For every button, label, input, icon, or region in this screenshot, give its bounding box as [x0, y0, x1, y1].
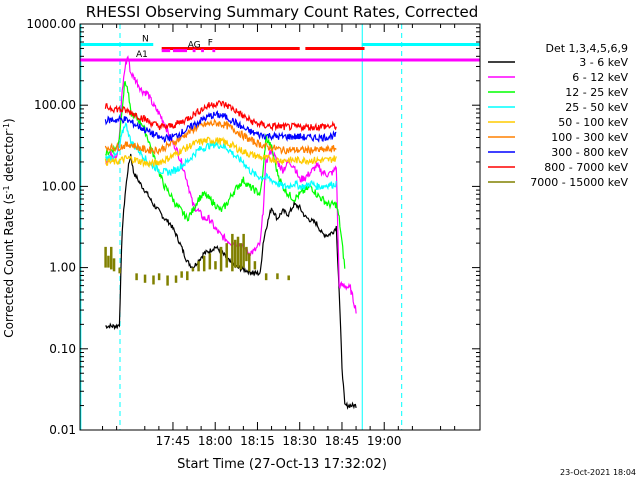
- series-line: [104, 118, 337, 156]
- data-bar: [191, 267, 195, 272]
- data-bar: [253, 261, 257, 270]
- chart-title: RHESSI Observing Summary Count Rates, Co…: [86, 3, 479, 21]
- series-line: [105, 153, 357, 410]
- x-tick-label: 18:30: [282, 434, 317, 448]
- data-bar: [157, 273, 161, 281]
- x-tick-label: 19:00: [367, 434, 402, 448]
- data-bar: [180, 271, 183, 278]
- legend-title: Det 1,3,4,5,6,9: [545, 42, 628, 55]
- data-bar: [264, 273, 268, 281]
- data-bar: [109, 246, 113, 270]
- status-bar-label: F: [208, 38, 213, 48]
- legend-entry-label: 6 - 12 keV: [572, 71, 628, 84]
- data-bar: [104, 246, 107, 268]
- data-bar: [208, 253, 212, 270]
- status-bar-label: A1: [136, 50, 148, 60]
- data-bar: [152, 275, 155, 285]
- legend-entry-label: 50 - 100 keV: [558, 116, 628, 129]
- legend-entry-label: 12 - 25 keV: [565, 86, 628, 99]
- legend-entry-label: 3 - 6 keV: [579, 56, 628, 69]
- data-bar: [166, 275, 169, 286]
- y-axis: 1000.00 100.00 10.00 1.00 0.10 0.01: [26, 17, 480, 437]
- x-axis-label: Start Time (27-Oct-13 17:32:02): [177, 457, 387, 472]
- data-bar: [245, 246, 248, 262]
- status-bar-label: AG: [188, 41, 201, 51]
- data-bar: [202, 255, 206, 272]
- data-bar: [239, 243, 243, 270]
- y-tick-label: 0.01: [49, 423, 76, 437]
- data-bar: [118, 267, 121, 274]
- data-bar: [107, 255, 110, 268]
- y-tick-label: 0.10: [49, 342, 76, 356]
- data-bar: [186, 271, 189, 281]
- series-line: [104, 136, 337, 168]
- data-bar: [174, 275, 178, 283]
- series-layer: N F AG A1: [80, 24, 480, 430]
- data-bar: [225, 243, 228, 268]
- data-bar: [236, 236, 240, 268]
- data-bar: [219, 246, 223, 272]
- data-bar: [231, 233, 234, 272]
- data-bar: [214, 261, 217, 270]
- data-bar: [143, 274, 147, 283]
- legend-entry-label: 800 - 7000 keV: [544, 161, 628, 174]
- legend-entry-label: 300 - 800 keV: [551, 146, 628, 159]
- legend-entry-label: 100 - 300 keV: [551, 131, 628, 144]
- series-line: [104, 110, 337, 144]
- data-bar: [248, 253, 251, 272]
- series-line: [105, 55, 357, 314]
- y-tick-label: 10.00: [42, 179, 76, 193]
- data-bar: [276, 273, 279, 280]
- data-bar: [287, 275, 290, 281]
- y-tick-label: 1.00: [49, 261, 76, 275]
- series-line: [104, 100, 337, 133]
- x-tick-label: 18:15: [240, 434, 275, 448]
- status-bar-label: N: [142, 34, 149, 44]
- data-bar: [197, 261, 200, 272]
- data-bar: [242, 233, 245, 268]
- x-axis: 17:45 18:00 18:15 18:30 18:45 19:00: [102, 24, 456, 448]
- plot-frame: [79, 23, 481, 431]
- legend-entry-label: 7000 - 15000 keV: [530, 176, 628, 189]
- x-tick-label: 18:00: [198, 434, 233, 448]
- series-line: [104, 122, 337, 191]
- data-bar: [112, 258, 116, 272]
- data-bar: [135, 273, 138, 281]
- y-tick-label: 1000.00: [26, 17, 76, 31]
- footer-date: 23-Oct-2021 18:04: [560, 468, 636, 477]
- legend-entry-label: 25 - 50 keV: [565, 101, 628, 114]
- data-bar: [233, 239, 237, 268]
- x-tick-label: 18:45: [325, 434, 360, 448]
- y-axis-label: Corrected Count Rate (s-1 detector-1): [2, 118, 16, 337]
- x-tick-label: 17:45: [156, 434, 191, 448]
- legend: Det 1,3,4,5,6,9 3 - 6 keV 6 - 12 keV 12 - …: [488, 42, 628, 189]
- y-tick-label: 100.00: [34, 98, 76, 112]
